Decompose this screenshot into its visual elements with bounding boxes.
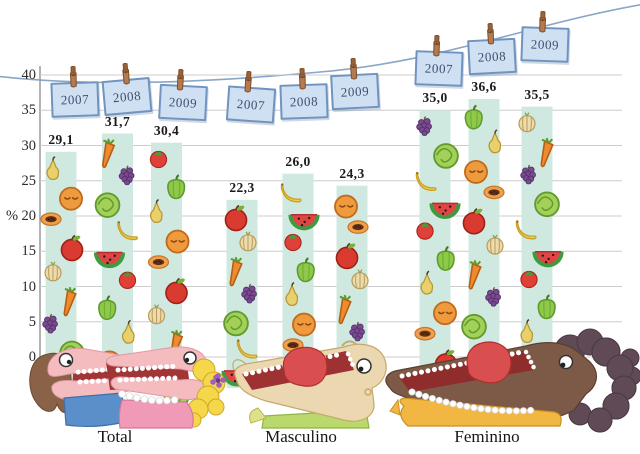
bar-value-label: 36,6 xyxy=(471,79,497,94)
y-axis-tick-label: 0 xyxy=(28,349,36,365)
bar-value-label: 29,1 xyxy=(48,132,74,147)
group-label-feminino: Feminino xyxy=(454,427,520,446)
bar-value-label: 30,4 xyxy=(153,123,180,138)
bar-value-label: 26,0 xyxy=(285,154,311,169)
y-axis-tick-label: 5 xyxy=(28,314,36,330)
y-axis-unit-label: % xyxy=(6,208,19,224)
y-axis-tick-label: 25 xyxy=(21,173,37,189)
bar-value-label: 22,3 xyxy=(229,180,255,195)
y-axis-tick-label: 30 xyxy=(21,138,37,154)
bar-value-label: 31,7 xyxy=(104,114,131,129)
y-axis-tick-label: 20 xyxy=(21,208,37,224)
y-axis-tick-label: 15 xyxy=(21,243,37,259)
bar-value-label: 35,5 xyxy=(524,87,550,102)
bar-value-label: 24,3 xyxy=(339,166,365,181)
group-label-masculino: Masculino xyxy=(265,427,337,446)
group-label-total: Total xyxy=(97,427,133,446)
bar-value-label: 35,0 xyxy=(422,90,448,105)
y-axis-tick-label: 10 xyxy=(21,279,37,295)
y-axis-tick-label: 40 xyxy=(21,67,37,83)
y-axis-tick-label: 35 xyxy=(21,102,37,118)
